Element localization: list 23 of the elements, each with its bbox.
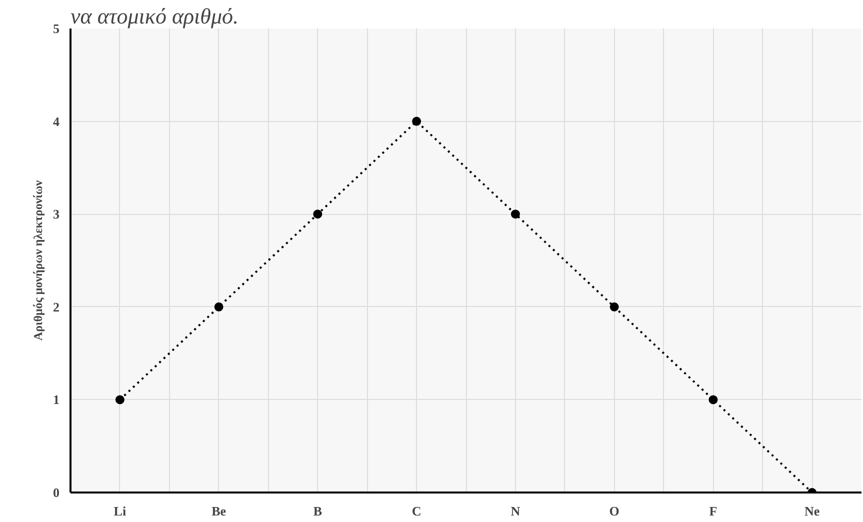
- y-tick-label: 3: [53, 206, 60, 222]
- point: [610, 302, 619, 312]
- y-tick-label: 2: [53, 299, 60, 314]
- point: [510, 210, 520, 219]
- y-tick-label: 5: [53, 21, 60, 36]
- x-tick-label: N: [510, 504, 521, 518]
- y-tick-label: 4: [53, 114, 60, 129]
- x-tick-label: F: [709, 504, 718, 518]
- point: [313, 210, 322, 219]
- y-axis-title: Αριθμός μονήρων ηλεκτρονίων: [31, 180, 45, 341]
- y-tick-label: 0: [53, 485, 60, 500]
- x-tick-label: O: [609, 504, 620, 518]
- x-tick-label: Be: [212, 504, 226, 518]
- point: [115, 395, 124, 404]
- x-tick-label: Ne: [804, 504, 820, 518]
- point: [412, 116, 422, 126]
- x-tick-label: C: [412, 504, 422, 518]
- point: [214, 302, 224, 312]
- x-tick-label: Li: [114, 504, 126, 518]
- x-tick-label: B: [313, 504, 322, 518]
- point: [708, 395, 718, 404]
- text: να ατομικό αριθμό.: [70, 4, 239, 28]
- y-tick-label: 1: [53, 392, 60, 408]
